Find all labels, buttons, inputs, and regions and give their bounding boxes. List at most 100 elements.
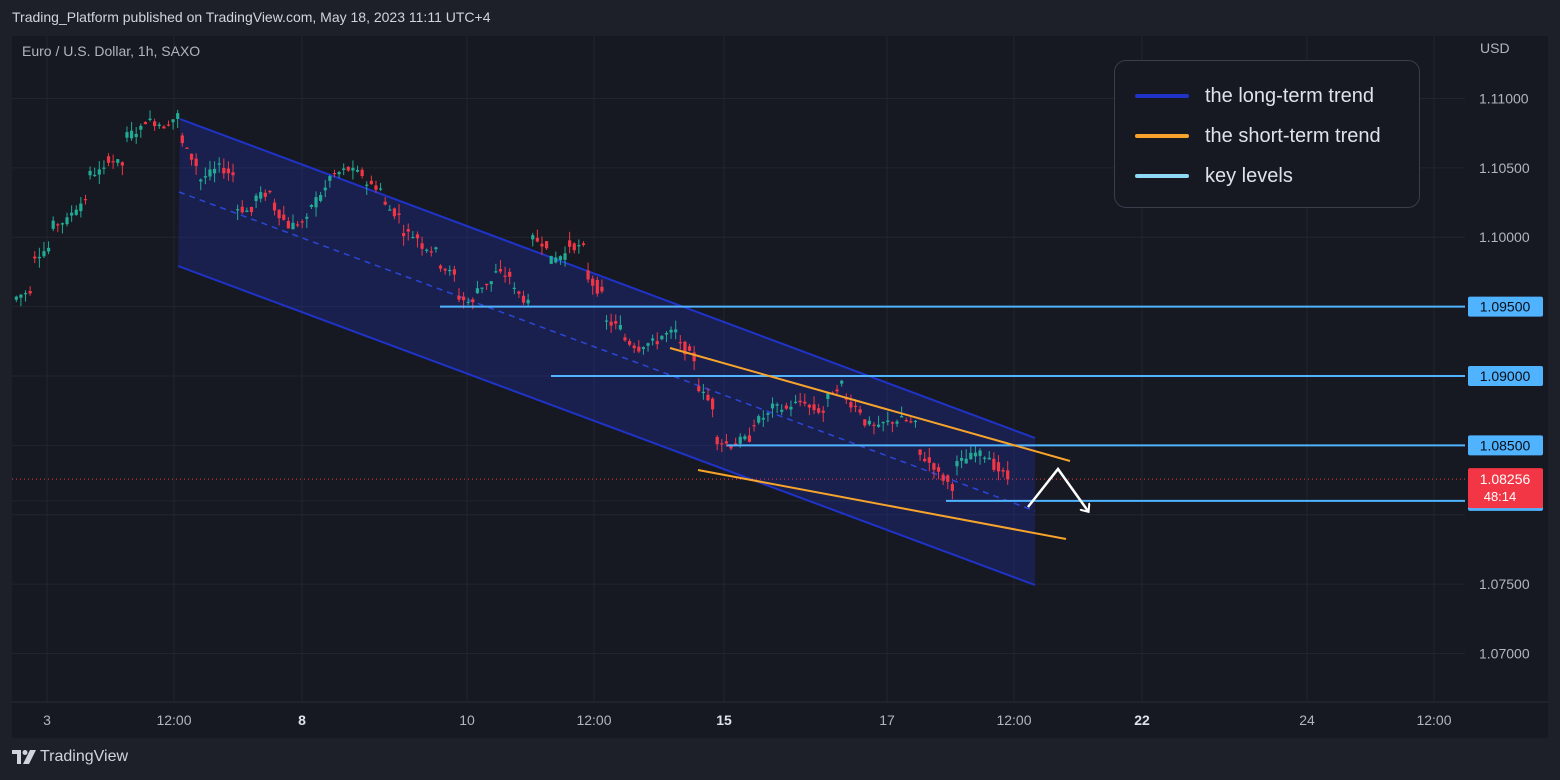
short-term-upper-line	[669, 347, 1071, 462]
candle-body-182	[853, 405, 858, 408]
candle-body-186	[872, 424, 876, 426]
candle-body-68	[328, 176, 332, 181]
candle-body-48	[236, 209, 240, 211]
candle-body-79	[378, 188, 383, 190]
projection-arrow	[1027, 466, 1088, 511]
legend-swatch-short-term	[1135, 134, 1189, 138]
candle-body-155	[729, 445, 733, 449]
candle-body-145	[683, 341, 687, 355]
candle-body-124	[586, 270, 590, 280]
channel-lower-line	[177, 265, 1036, 586]
candle-body-117	[554, 257, 558, 263]
candle-body-87	[415, 234, 420, 239]
candle-body-134	[632, 345, 636, 349]
long-term-channel	[177, 118, 1036, 586]
candle-body-41	[203, 176, 207, 178]
candle-body-27	[139, 125, 143, 130]
candle-body-7	[46, 247, 51, 252]
candle-body-119	[563, 253, 567, 260]
candle-body-202	[946, 475, 950, 482]
candle-body-18	[97, 169, 101, 175]
candle-body-181	[849, 402, 853, 408]
candle-body-105	[498, 269, 503, 272]
candle-body-165	[775, 404, 779, 406]
candle-body-135	[637, 346, 641, 352]
candle-body-208	[973, 452, 978, 457]
time-tick-10: 12:00	[1416, 712, 1451, 728]
candle-body-213	[996, 462, 1001, 472]
candle-body-171	[803, 401, 807, 404]
candle-body-107	[508, 271, 512, 277]
candle-body-112	[531, 235, 535, 240]
candle-body-74	[355, 169, 360, 172]
candle-body-50	[245, 210, 249, 212]
candle-body-193	[904, 419, 908, 422]
candle-body-148	[697, 386, 701, 392]
candle-body-205	[959, 458, 964, 461]
candle-body-20	[106, 156, 111, 163]
chart-legend: the long-term trend the short-term trend…	[1114, 60, 1420, 208]
candle-body-8	[51, 220, 55, 229]
time-tick-8: 22	[1134, 712, 1150, 728]
candle-body-174	[817, 408, 821, 413]
candle-body-152	[715, 436, 719, 445]
price-tick-1: 1.10500	[1479, 160, 1530, 176]
candle-body-6	[42, 251, 46, 257]
candle-body-197	[923, 458, 927, 462]
candle-body-166	[780, 409, 784, 412]
legend-label-key-levels: key levels	[1205, 164, 1293, 187]
candle-body-25	[129, 130, 134, 139]
candle-body-199	[932, 463, 936, 470]
candle-body-126	[595, 279, 599, 294]
candle-body-93	[443, 268, 447, 271]
candle-body-184	[863, 419, 867, 426]
current-price-label: 1.08256	[1480, 471, 1531, 487]
candle-body-30	[153, 121, 157, 127]
tradingview-brand[interactable]: TradingView	[12, 748, 128, 766]
candle-body-173	[812, 404, 816, 411]
candle-body-214	[1001, 469, 1005, 472]
candle-body-94	[448, 269, 452, 272]
candle-body-43	[212, 168, 217, 174]
key-level-label-0: 1.09500	[1480, 299, 1531, 315]
publisher-line: Trading_Platform published on TradingVie…	[12, 9, 491, 25]
candle-body-176	[826, 392, 830, 399]
candle-body-39	[194, 158, 198, 167]
candle-body-10	[60, 223, 65, 225]
candles	[14, 109, 1010, 500]
key-level-badge-1	[1468, 365, 1543, 386]
candle-body-54	[263, 192, 267, 197]
candle-body-83	[397, 213, 401, 215]
projection-path	[1027, 466, 1088, 511]
candle-body-143	[674, 329, 678, 333]
candle-body-195	[913, 420, 918, 423]
price-tick-3: 1.07500	[1479, 576, 1530, 592]
candle-body-53	[259, 192, 263, 199]
candle-body-114	[540, 243, 544, 247]
candle-body-42	[208, 169, 212, 177]
candle-body-46	[226, 168, 231, 174]
candle-body-47	[231, 172, 235, 176]
candle-body-194	[909, 421, 913, 423]
candle-body-140	[660, 335, 664, 340]
candle-body-26	[134, 133, 138, 138]
short-term-lower-line	[697, 469, 1067, 540]
candle-body-189	[886, 420, 890, 422]
time-tick-4: 12:00	[576, 712, 611, 728]
candle-body-123	[581, 243, 586, 246]
candle-body-153	[720, 443, 724, 445]
candle-body-131	[618, 324, 622, 330]
candle-body-103	[489, 281, 493, 285]
candle-body-215	[1006, 470, 1010, 480]
time-tick-7: 12:00	[996, 712, 1031, 728]
candle-body-102	[485, 283, 489, 286]
candle-body-116	[549, 255, 553, 264]
time-tick-2: 8	[298, 712, 306, 728]
candle-body-150	[706, 394, 710, 401]
candle-countdown-label: 48:14	[1484, 489, 1517, 504]
candle-body-183	[858, 409, 862, 413]
candle-body-21	[111, 161, 115, 163]
candle-body-188	[881, 422, 885, 424]
candle-body-55	[268, 190, 272, 193]
